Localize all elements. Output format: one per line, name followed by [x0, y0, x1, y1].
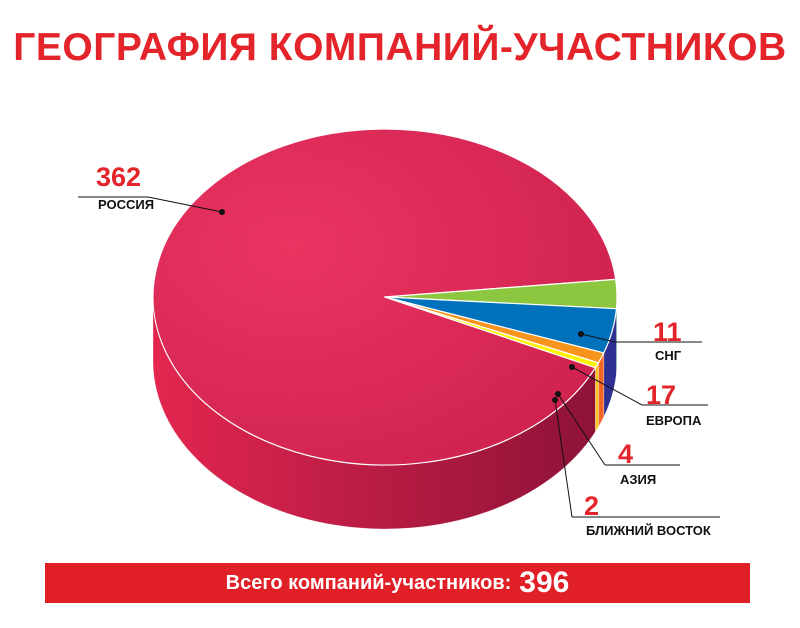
chart-title: ГЕОГРАФИЯ КОМПАНИЙ-УЧАСТНИКОВ [13, 26, 787, 69]
value-label-снг: 11 [653, 317, 682, 347]
total-label: Всего компаний-участников: [225, 571, 512, 594]
leader-line-азия [557, 393, 606, 466]
value-label-ближний-восток: 2 [584, 491, 599, 521]
total-banner: Всего компаний-участников: 396 [45, 563, 750, 603]
category-label-ближний-восток: БЛИЖНИЙ ВОСТОК [586, 523, 711, 538]
slice-side-ближний-восток [595, 361, 599, 433]
value-label-азия: 4 [618, 439, 633, 469]
value-label-европа: 17 [646, 380, 676, 410]
total-value: 396 [519, 566, 570, 599]
category-label-азия: АЗИЯ [620, 472, 656, 487]
leader-lines [78, 196, 720, 518]
slice-side-азия [598, 352, 605, 428]
category-label-европа: ЕВРОПА [646, 413, 702, 428]
category-label-снг: СНГ [655, 348, 682, 363]
leader-line-снг [580, 333, 616, 343]
value-label-россия: 362 [96, 162, 141, 192]
slice-ближний-восток [384, 296, 600, 369]
leader-line-ближний-восток [554, 399, 573, 518]
leader-line-россия [147, 196, 223, 213]
leader-line-европа [571, 366, 643, 406]
category-label-россия: РОССИЯ [98, 197, 154, 212]
pie-top-group [152, 128, 618, 466]
